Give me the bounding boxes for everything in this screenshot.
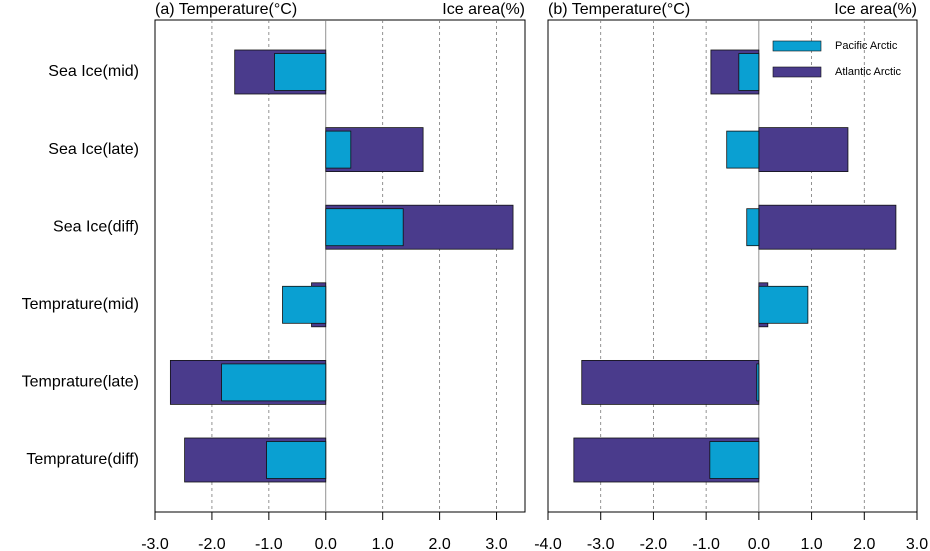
bar: [758, 127, 849, 172]
panel-annotation: Ice area(%): [834, 1, 917, 18]
legend-label: Pacific Arctic: [835, 40, 898, 52]
bar: [756, 363, 760, 402]
bar: [726, 130, 760, 169]
plot-frame: [154, 19, 526, 513]
y-tick-label: Sea Ice(late): [48, 141, 139, 158]
x-tick-label: 2.0: [853, 536, 875, 551]
bar: [746, 208, 760, 247]
y-tick-label: Sea Ice(diff): [53, 218, 139, 235]
y-tick-label: Temprature(late): [22, 374, 139, 391]
x-tick-label: -2.0: [640, 536, 668, 551]
x-tick-label: 3.0: [485, 536, 507, 551]
x-tick-label: 0.0: [748, 536, 770, 551]
x-tick-label: -3.0: [141, 536, 169, 551]
y-tick-label: Temprature(mid): [22, 296, 139, 313]
x-tick-label: -1.0: [255, 536, 283, 551]
x-tick-label: -1.0: [692, 536, 720, 551]
bar: [221, 363, 327, 402]
bar: [738, 53, 760, 91]
x-tick-label: -4.0: [534, 536, 562, 551]
x-tick-label: 3.0: [906, 536, 928, 551]
bar: [709, 441, 760, 479]
plot-frame: [547, 19, 918, 513]
x-tick-label: 2.0: [428, 536, 450, 551]
panel-title: (b) Temperature(°C): [548, 1, 690, 18]
x-tick-label: 1.0: [372, 536, 394, 551]
legend-swatch: [772, 40, 822, 52]
bar: [758, 204, 897, 250]
panel-annotation: Ice area(%): [442, 1, 525, 18]
x-tick-label: 1.0: [800, 536, 822, 551]
bar: [758, 285, 809, 324]
bar: [581, 359, 760, 405]
bar: [282, 285, 327, 324]
legend-label: Atlantic Arctic: [835, 66, 902, 78]
bar: [266, 441, 327, 479]
bar: [325, 208, 404, 247]
legend-swatch: [772, 66, 822, 78]
x-tick-label: -2.0: [198, 536, 226, 551]
x-tick-label: -3.0: [587, 536, 615, 551]
y-tick-label: Sea Ice(mid): [48, 63, 139, 80]
bar: [274, 53, 327, 91]
x-tick-label: 0.0: [315, 536, 337, 551]
bar: [325, 130, 352, 169]
y-tick-label: Temprature(diff): [26, 451, 139, 468]
panel-title: (a) Temperature(°C): [155, 1, 297, 18]
